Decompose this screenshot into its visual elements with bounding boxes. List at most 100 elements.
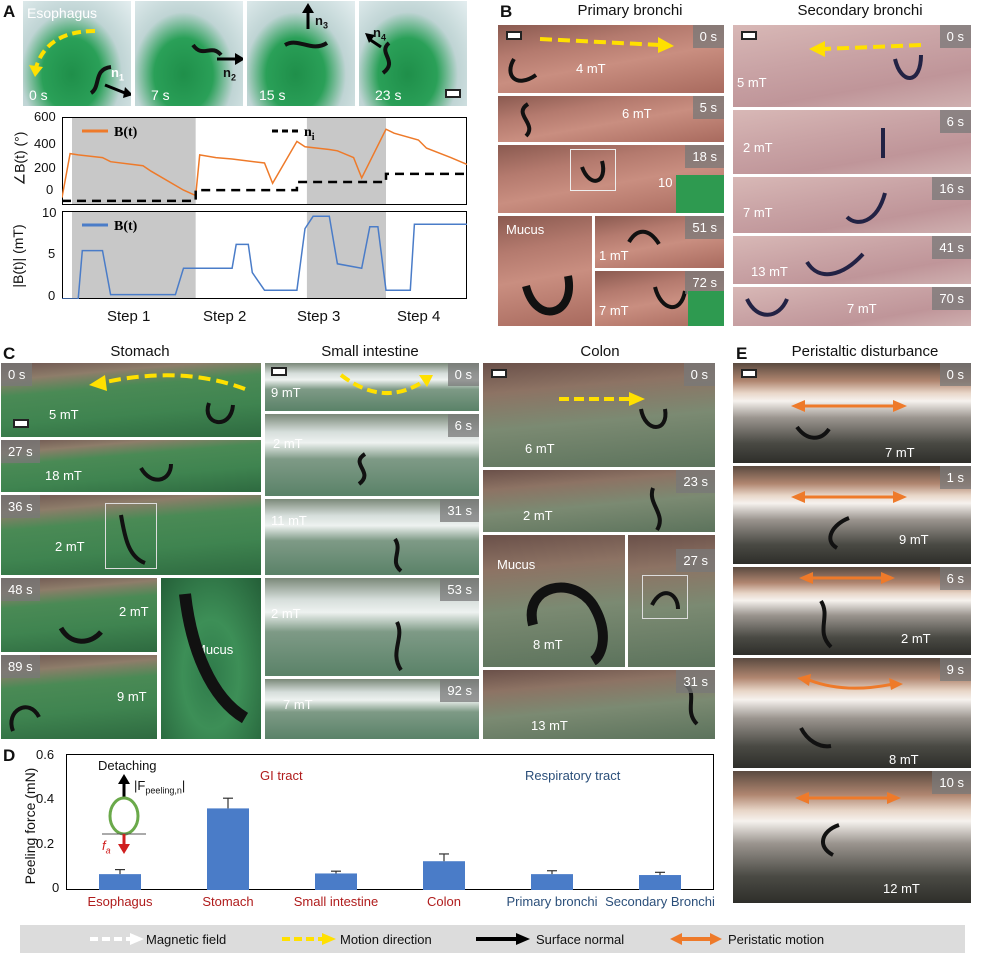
primary-bronchi-title: Primary bronchi bbox=[577, 2, 683, 19]
robot-icon bbox=[653, 286, 687, 310]
robot-icon bbox=[649, 487, 662, 532]
field-label: 7 mT bbox=[599, 303, 629, 318]
y-tick: 10 bbox=[42, 205, 57, 220]
panel-a-letter: A bbox=[3, 2, 16, 21]
robot-icon bbox=[9, 705, 41, 732]
field-label: 2 mT bbox=[523, 508, 553, 523]
zoom-box bbox=[570, 149, 616, 191]
surface-normal-arrow-icon bbox=[217, 53, 243, 65]
field-label: 8 mT bbox=[533, 637, 563, 652]
robot-zoom-icon bbox=[179, 593, 249, 724]
colon-frame-3: 13 mT 31 s bbox=[482, 669, 716, 740]
stomach-mucus-zoom: Mucus bbox=[160, 577, 262, 740]
robot-icon bbox=[845, 192, 887, 224]
dashed-yellow-arrow-icon bbox=[282, 933, 336, 945]
colon-frame-1: 2 mT 23 s bbox=[482, 469, 716, 533]
robot-icon bbox=[828, 516, 850, 550]
y-tick: 0.6 bbox=[36, 747, 55, 762]
primary-frame-3: 1 mT 51 s bbox=[594, 215, 725, 269]
time-badge: 92 s bbox=[440, 679, 479, 702]
step-shade bbox=[306, 117, 386, 205]
series-line bbox=[62, 215, 467, 299]
time-badge: 18 s bbox=[685, 145, 724, 168]
esophagus-frame-0: Esophagus n1 0 s bbox=[22, 0, 132, 107]
secondary-frame-4: 7 mT 70 s bbox=[732, 286, 972, 327]
primary-frame-4: 7 mT 72 s bbox=[594, 270, 725, 327]
stomach-frame-2: 2 mT 36 s bbox=[0, 494, 262, 576]
robot-icon bbox=[893, 54, 923, 80]
frame-time: 0 s bbox=[29, 87, 48, 103]
time-badge: 9 s bbox=[939, 658, 971, 681]
panel-e-letter: E bbox=[736, 344, 748, 363]
robot-icon bbox=[357, 452, 367, 486]
legend-label: ni bbox=[304, 125, 315, 143]
robot-icon bbox=[393, 537, 403, 573]
time-badge: 0 s bbox=[939, 25, 971, 48]
respiratory-tract-label: Respiratory tract bbox=[525, 768, 621, 783]
zoom-box bbox=[105, 503, 157, 569]
secondary-frame-1: 2 mT 6 s bbox=[732, 109, 972, 175]
sint-frame-3: 2 mT 53 s bbox=[264, 577, 480, 677]
motion-arrow-icon bbox=[559, 392, 645, 406]
scale-bar bbox=[445, 89, 461, 98]
legend-motion-direction: Motion direction bbox=[340, 932, 432, 947]
time-badge: 51 s bbox=[685, 216, 724, 239]
detach-arrow-icon bbox=[118, 774, 130, 798]
peri-frame-4: 12 mT 10 s bbox=[732, 770, 972, 904]
time-badge: 10 s bbox=[932, 771, 971, 794]
robot-icon bbox=[205, 402, 235, 425]
peri-frame-3: 8 mT 9 s bbox=[732, 657, 972, 769]
y-tick: 5 bbox=[48, 246, 56, 261]
robot-icon bbox=[58, 626, 103, 644]
peri-frame-1: 9 mT 1 s bbox=[732, 465, 972, 565]
plot-frame bbox=[66, 754, 714, 890]
tissue-green-patch bbox=[676, 175, 724, 213]
time-badge: 1 s bbox=[939, 466, 971, 489]
time-badge: 0 s bbox=[692, 25, 724, 48]
angle-chart: B(t) ni bbox=[62, 117, 467, 205]
time-badge: 0 s bbox=[1, 363, 33, 386]
legend-label: B(t) bbox=[114, 219, 138, 234]
colon-title: Colon bbox=[580, 343, 620, 360]
scale-bar bbox=[13, 419, 29, 428]
time-badge: 6 s bbox=[447, 414, 479, 437]
secondary-bronchi-title: Secondary bronchi bbox=[797, 2, 923, 19]
sint-frame-2: 11 mT 31 s bbox=[264, 498, 480, 576]
stomach-frame-0: 5 mT 0 s bbox=[0, 362, 262, 438]
field-label: 7 mT bbox=[743, 205, 773, 220]
field-label: 2 mT bbox=[901, 631, 931, 646]
bar-category-label: Secondary Bronchi bbox=[605, 894, 715, 909]
legend-surface-normal: Surface normal bbox=[536, 932, 625, 947]
scale-bar bbox=[741, 31, 757, 40]
peeling-force-ylabel: Peeling force (mN) bbox=[22, 767, 38, 885]
field-label: 8 mT bbox=[889, 752, 919, 767]
time-badge: 41 s bbox=[932, 236, 971, 259]
stomach-title: Stomach bbox=[110, 343, 170, 360]
robot-icon bbox=[139, 463, 173, 482]
robot-icon bbox=[795, 425, 831, 440]
robot-icon bbox=[520, 102, 532, 138]
panel-c-letter: C bbox=[3, 344, 16, 363]
field-label: 6 mT bbox=[525, 441, 555, 456]
secondary-frame-3: 13 mT 41 s bbox=[732, 235, 972, 285]
field-label: 9 mT bbox=[117, 689, 147, 704]
field-label: 5 mT bbox=[737, 75, 767, 90]
field-label: 12 mT bbox=[883, 881, 920, 896]
time-badge: 0 s bbox=[683, 363, 715, 386]
robot-zoom-icon bbox=[522, 275, 574, 316]
zoom-box bbox=[642, 575, 688, 619]
peeling-force-label: |Fpeeling,n| bbox=[134, 778, 186, 796]
field-label: 2 mT bbox=[119, 604, 149, 619]
field-label: 7 mT bbox=[885, 445, 915, 460]
primary-frame-2: 10 mT 18 s bbox=[497, 144, 725, 214]
peristaltic-arrow-icon bbox=[791, 400, 907, 412]
panel-b-letter: B bbox=[500, 2, 513, 21]
step-label: Step 4 bbox=[397, 308, 441, 325]
time-badge: 27 s bbox=[676, 549, 715, 572]
series-line bbox=[62, 172, 467, 203]
time-badge: 31 s bbox=[676, 670, 715, 693]
gi-tract-label: GI tract bbox=[260, 768, 303, 783]
robot-icon bbox=[508, 57, 538, 83]
bar-category-label: Primary bronchi bbox=[506, 894, 598, 909]
peristaltic-title: Peristaltic disturbance bbox=[791, 343, 939, 360]
